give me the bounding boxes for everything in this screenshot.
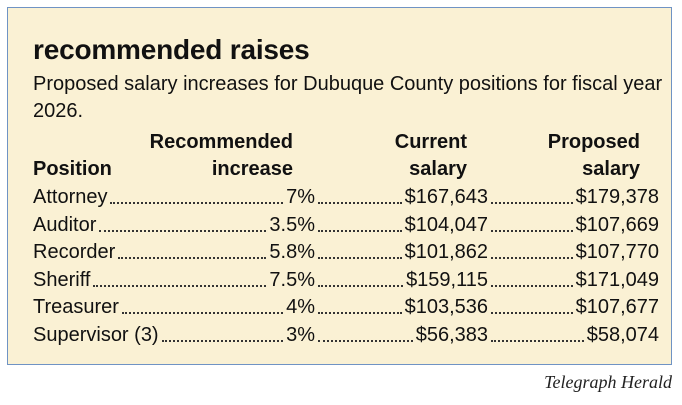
increase-cell: 5.8%	[269, 241, 315, 263]
dot-leader	[318, 339, 413, 342]
dot-leader	[121, 312, 284, 314]
position-cell: Treasurer	[33, 296, 119, 318]
increase-cell: 7%	[286, 186, 315, 208]
table-row: Treasurer 4% $103,536 $107,677	[33, 294, 659, 322]
dot-leader	[318, 284, 404, 287]
salary-table: Attorney 7% $167,643 $179,378 Auditor 3.…	[33, 184, 659, 349]
dot-leader	[318, 202, 402, 204]
column-header-position: Position	[33, 156, 112, 183]
dot-leader	[491, 339, 584, 342]
column-header-increase: Recommended increase	[150, 129, 293, 183]
current-salary-cell: $101,862	[404, 241, 488, 263]
column-header-current-salary: Current salary	[395, 129, 467, 183]
table-row: Sheriff 7.5% $159,115 $171,049	[33, 267, 659, 295]
dot-leader	[318, 257, 402, 259]
table-row: Recorder 5.8% $101,862 $107,770	[33, 239, 659, 267]
dot-leader	[118, 257, 267, 259]
subtitle: Proposed salary increases for Dubuque Co…	[33, 73, 663, 122]
column-header-proposed-salary: Proposed salary	[548, 129, 640, 183]
column-header-proposed-line-2: salary	[582, 158, 640, 180]
table-row: Auditor 3.5% $104,047 $107,669	[33, 212, 659, 240]
current-salary-cell: $103,536	[404, 296, 488, 318]
dot-leader	[318, 229, 402, 232]
column-header-position-label: Position	[33, 158, 112, 180]
current-salary-cell: $56,383	[415, 323, 488, 346]
current-salary-cell: $159,115	[406, 268, 488, 291]
position-cell: Attorney	[33, 186, 108, 208]
source-credit: Telegraph Herald	[544, 372, 672, 392]
increase-cell: 3.5%	[269, 213, 315, 236]
table-row: Supervisor (3) 3% $56,383 $58,074	[33, 322, 659, 350]
proposed-salary-cell: $58,074	[586, 323, 659, 346]
dot-leader	[110, 202, 284, 204]
proposed-salary-cell: $107,669	[575, 213, 659, 236]
dot-leader	[491, 284, 573, 287]
dot-leader	[491, 312, 573, 314]
increase-cell: 3%	[286, 323, 315, 346]
column-header-current-line-1: Current	[394, 131, 467, 153]
dot-leader	[491, 257, 573, 259]
column-header-increase-line-2: increase	[211, 158, 293, 180]
headline: recommended raises	[33, 34, 310, 65]
proposed-salary-cell: $107,770	[575, 241, 659, 263]
position-cell: Auditor	[33, 213, 97, 236]
info-box: recommended raises Proposed salary incre…	[7, 7, 672, 365]
proposed-salary-cell: $107,677	[575, 296, 659, 318]
column-header-current-line-2: salary	[409, 158, 467, 180]
column-header-proposed-line-1: Proposed	[547, 131, 640, 153]
proposed-salary-cell: $179,378	[575, 186, 659, 208]
dot-leader	[99, 229, 267, 232]
current-salary-cell: $104,047	[404, 213, 488, 236]
current-salary-cell: $167,643	[404, 186, 488, 208]
increase-cell: 4%	[286, 296, 315, 318]
increase-cell: 7.5%	[269, 268, 315, 291]
dot-leader	[491, 229, 573, 232]
dot-leader	[318, 312, 402, 314]
table-row: Attorney 7% $167,643 $179,378	[33, 184, 659, 212]
dot-leader	[161, 339, 284, 342]
proposed-salary-cell: $171,049	[575, 268, 659, 291]
position-cell: Recorder	[33, 241, 116, 263]
position-cell: Sheriff	[33, 268, 91, 291]
dot-leader	[491, 202, 573, 204]
position-cell: Supervisor (3)	[33, 323, 159, 346]
dot-leader	[93, 284, 267, 287]
column-header-increase-line-1: Recommended	[149, 131, 293, 153]
